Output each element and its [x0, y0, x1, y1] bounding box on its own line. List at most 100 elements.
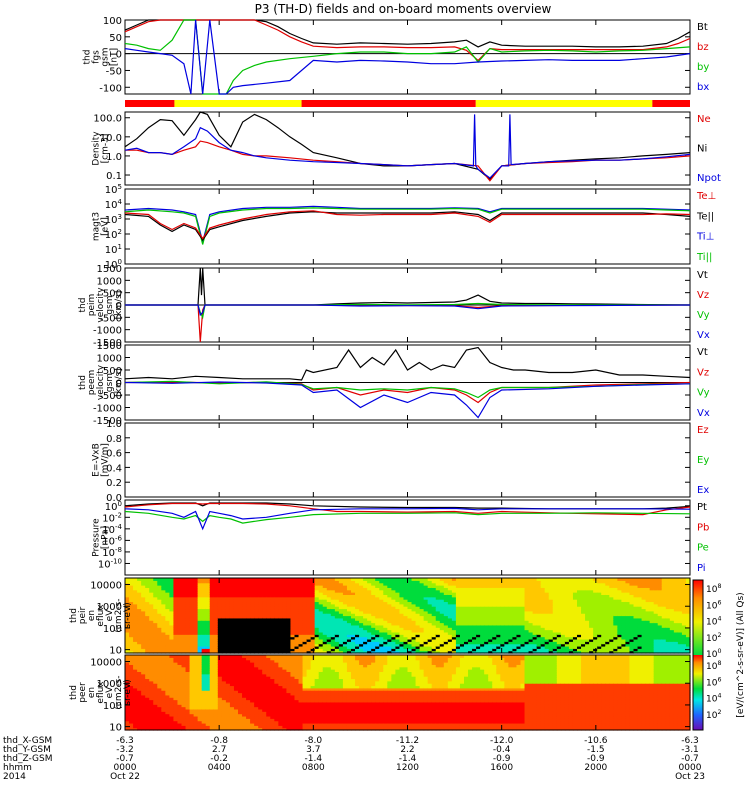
spectrogram-cell [532, 580, 538, 584]
spectrogram-cell [310, 620, 316, 624]
spectrogram-cell [423, 580, 429, 584]
spectrogram-cell [435, 631, 441, 635]
spectrogram-cell [197, 638, 203, 642]
legend-entry: Vt [697, 270, 708, 281]
spectrogram-cell [250, 606, 255, 610]
spectrogram-cell [149, 636, 154, 640]
spectrogram-cell [681, 615, 687, 619]
spectrogram-cell [322, 603, 328, 607]
spectrogram-cell [306, 643, 312, 647]
spectrogram-cell [641, 627, 647, 631]
spectrogram-cell [217, 608, 223, 612]
spectrogram-cell [589, 631, 594, 635]
spectrogram-cell [532, 610, 538, 614]
spectrogram-cell [597, 599, 602, 603]
spectrogram-cell [439, 638, 445, 642]
spectrogram-cell [282, 608, 288, 612]
spectrogram-cell [233, 636, 239, 640]
spectrogram-cell [286, 599, 292, 603]
spectrogram-cell [137, 585, 142, 588]
spectrogram-cell [532, 601, 538, 605]
y-axis-label-line: sr-eV) [123, 602, 133, 628]
spectrogram-cell [137, 722, 142, 726]
spectrogram-cell [532, 589, 538, 593]
spectrogram-cell [125, 608, 130, 612]
spectrogram-cell [512, 634, 518, 638]
spectrogram-cell [484, 627, 489, 631]
spectrogram-cell [205, 638, 211, 642]
spectrogram-cell [609, 641, 614, 645]
spectrogram-cell [451, 629, 457, 633]
spectrogram-cell [568, 585, 574, 588]
spectrogram-cell [419, 599, 425, 603]
spectrogram-cell [451, 578, 457, 581]
spectrogram-cell [468, 580, 473, 584]
spectrogram-cell [338, 596, 344, 600]
spectrogram-cell [593, 629, 598, 633]
spectrogram-cell [359, 627, 364, 631]
spectrogram-cell [278, 629, 283, 633]
spectrogram-cell [439, 582, 445, 586]
y-axis-label-line: thd [78, 375, 88, 390]
spectrogram-cell [447, 650, 453, 654]
spectrogram-cell [681, 624, 687, 628]
spectrogram-cell [338, 648, 344, 652]
spectrogram-cell [338, 634, 344, 638]
spectrogram-cell [125, 587, 130, 591]
spectrogram-cell [476, 622, 481, 626]
spectrogram-cell [351, 587, 356, 591]
spectrogram-cell [605, 603, 610, 607]
spectrogram-cell [383, 589, 388, 593]
spectrogram-cell [177, 615, 183, 619]
spectrogram-cell [181, 601, 187, 605]
spectrogram-cell [250, 599, 255, 603]
spectrogram-cell [221, 587, 227, 591]
spectrogram-cell [161, 603, 166, 607]
spectrogram-cell [355, 638, 360, 642]
spectrogram-cell [532, 627, 538, 631]
spectrogram-cell [427, 589, 433, 593]
spectrogram-cell [217, 606, 223, 610]
spectrogram-cell [589, 589, 594, 593]
spectrogram-cell [625, 636, 631, 640]
spectrogram-cell [589, 629, 594, 633]
spectrogram-cell [242, 594, 247, 598]
spectrogram-cell [141, 589, 146, 593]
spectrogram-cell [552, 594, 558, 598]
spectrogram-cell [468, 587, 473, 591]
spectrogram-cell [197, 610, 203, 614]
spectrogram-cell [669, 615, 675, 619]
spectrogram-cell [597, 631, 602, 635]
spectrogram-cell [270, 601, 275, 605]
spectrogram-cell [625, 594, 631, 598]
spectrogram-cell [363, 592, 368, 595]
spectrogram-cell [355, 601, 360, 605]
y-tick-label: 1000 [97, 276, 122, 287]
spectrogram-cell [137, 666, 142, 670]
spectrogram-cell [225, 580, 231, 584]
spectrogram-cell [520, 606, 526, 610]
spectrogram-cell [282, 594, 288, 598]
spectrogram-cell [504, 634, 509, 638]
spectrogram-cell [484, 582, 489, 586]
spectrogram-cell [476, 629, 481, 633]
spectrogram-cell [435, 629, 441, 633]
spectrogram-cell [581, 610, 586, 614]
spectrogram-cell [306, 615, 312, 619]
spectrogram-cell [157, 636, 162, 640]
spectrogram-cell [379, 587, 384, 591]
spectrogram-cell [201, 606, 207, 610]
spectrogram-cell [314, 620, 320, 624]
spectrogram-cell [657, 601, 663, 605]
spectrogram-cell [351, 601, 356, 605]
spectrogram-cell [459, 645, 465, 649]
spectrogram-cell [238, 592, 243, 595]
spectrogram-cell [443, 645, 449, 649]
y-tick-label: 10-10 [98, 557, 122, 570]
spectrogram-cell [246, 610, 251, 614]
spectrogram-cell [476, 601, 481, 605]
spectrogram-cell [411, 615, 417, 619]
spectrogram-cell [476, 580, 481, 584]
spectrogram-cell [298, 610, 304, 614]
